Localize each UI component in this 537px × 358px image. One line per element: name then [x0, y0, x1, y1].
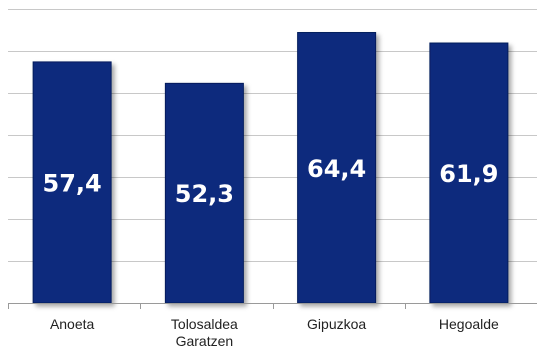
bar — [429, 42, 509, 304]
category-label: Anoeta — [50, 316, 95, 332]
bar — [164, 82, 244, 304]
category-labels: Anoeta Tolosaldea Garatzen Gipuzkoa Hegoalde — [50, 316, 499, 349]
bars — [32, 32, 509, 304]
category-label: Tolosaldea Garatzen — [171, 316, 238, 349]
data-label: 52,3 — [175, 180, 234, 208]
category-label: Gipuzkoa — [307, 316, 366, 332]
data-labels: 57,4 52,3 64,4 61,9 — [43, 155, 499, 208]
x-axis — [8, 303, 537, 309]
bar — [297, 32, 377, 304]
data-label: 57,4 — [43, 169, 102, 197]
data-label: 64,4 — [307, 155, 366, 183]
data-label: 61,9 — [439, 160, 498, 188]
category-label: Hegoalde — [439, 316, 499, 332]
